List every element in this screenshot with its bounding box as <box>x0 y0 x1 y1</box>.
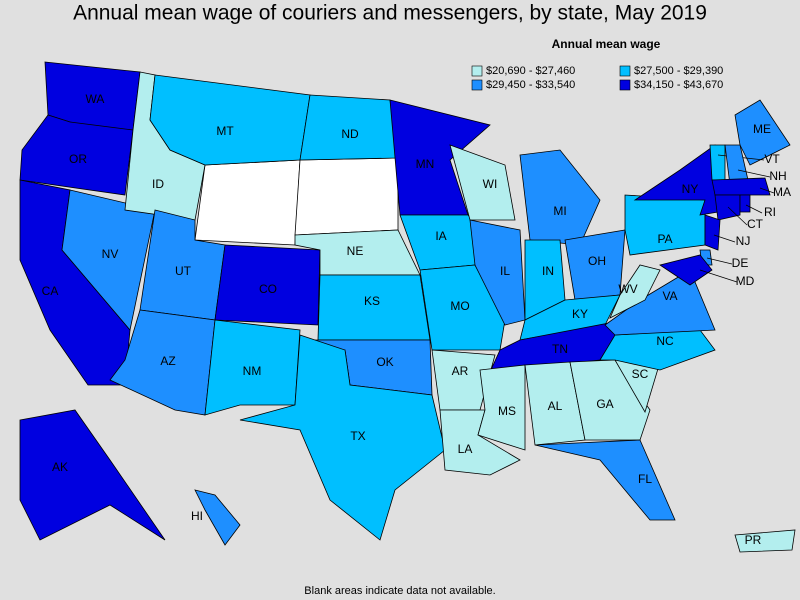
state-label: IN <box>542 264 554 278</box>
state <box>659 254 713 286</box>
state-label: NC <box>656 334 674 348</box>
state-label: NE <box>347 244 364 258</box>
state <box>469 219 526 326</box>
legend-label: $20,690 - $27,460 <box>486 65 575 77</box>
leader-line <box>727 206 748 226</box>
legend-swatch <box>471 79 483 91</box>
state-label: IA <box>435 229 446 243</box>
state-label: AZ <box>160 354 175 368</box>
legend-label: $34,150 - $43,670 <box>634 79 723 91</box>
leader-line <box>713 234 736 243</box>
state <box>204 319 301 416</box>
state <box>704 214 721 251</box>
state-label: UT <box>175 264 192 278</box>
state <box>734 99 791 166</box>
state-no-data <box>294 157 399 236</box>
state-label: OH <box>588 254 606 268</box>
legend-title: Annual mean wage <box>552 37 661 51</box>
state-label: RI <box>764 205 776 219</box>
state-label: KY <box>572 307 588 321</box>
state-label: TX <box>350 429 365 443</box>
state-label: MS <box>498 404 516 418</box>
state-label: TN <box>552 342 568 356</box>
state <box>477 364 526 451</box>
state-label: MT <box>216 124 234 138</box>
state-label: WI <box>483 177 498 191</box>
leader-line <box>706 257 733 265</box>
state-label: PA <box>657 232 672 246</box>
state-label: GA <box>596 397 613 411</box>
state-label: ND <box>341 127 359 141</box>
leader-line <box>745 204 763 214</box>
state <box>519 294 621 341</box>
state <box>214 244 321 326</box>
map-title: Annual mean wage of couriers and messeng… <box>73 2 707 25</box>
state-label: DE <box>732 256 749 270</box>
state <box>194 489 241 546</box>
state-label: NH <box>769 169 786 183</box>
state-label: NV <box>102 247 119 261</box>
state-label: KS <box>364 294 380 308</box>
state-label: IL <box>500 264 510 278</box>
leader-line <box>699 269 738 283</box>
state-label: CT <box>747 217 764 231</box>
state-label: CO <box>259 282 277 296</box>
state-label: VA <box>662 289 677 303</box>
state <box>19 114 134 196</box>
state-label: OR <box>69 152 87 166</box>
state <box>449 144 516 221</box>
leader-line <box>737 169 771 178</box>
legend-swatch <box>471 65 483 77</box>
state <box>714 194 741 221</box>
state-label: AK <box>52 460 68 474</box>
state-label: SC <box>632 367 649 381</box>
state-label: NY <box>682 182 699 196</box>
legend-swatch <box>619 79 631 91</box>
legend-swatch <box>619 65 631 77</box>
state-label: OK <box>376 355 393 369</box>
leader-line <box>759 187 775 194</box>
state-label: WA <box>86 92 105 106</box>
state-label: HI <box>191 509 203 523</box>
state-label: MA <box>773 185 791 199</box>
state-label: LA <box>458 442 473 456</box>
state <box>711 177 771 196</box>
state-no-data <box>194 159 301 246</box>
state-label: ID <box>152 177 164 191</box>
state <box>389 99 491 216</box>
state <box>534 439 676 521</box>
state <box>419 264 506 351</box>
state-label: CA <box>42 284 59 298</box>
state <box>239 334 446 541</box>
state-label: MD <box>736 274 755 288</box>
state-label: WV <box>618 282 637 296</box>
state-label: NJ <box>736 234 751 248</box>
legend-label: $29,450 - $33,540 <box>486 79 575 91</box>
legend-label: $27,500 - $29,390 <box>634 65 723 77</box>
state-label: MN <box>416 157 435 171</box>
state <box>709 144 726 181</box>
state <box>19 409 166 541</box>
state-label: FL <box>638 472 652 486</box>
state-label: ME <box>753 122 771 136</box>
state-label: PR <box>745 533 762 547</box>
state <box>609 264 661 319</box>
state-label: NM <box>243 364 262 378</box>
state-label: AR <box>452 364 469 378</box>
state-label: MO <box>450 299 469 313</box>
state-label: MI <box>553 204 566 218</box>
state <box>149 74 311 166</box>
state <box>519 149 601 246</box>
state <box>734 529 796 553</box>
state-label: AL <box>548 399 563 413</box>
footnote: Blank areas indicate data not available. <box>304 585 495 597</box>
state-label: VT <box>764 152 780 166</box>
state <box>739 194 751 213</box>
